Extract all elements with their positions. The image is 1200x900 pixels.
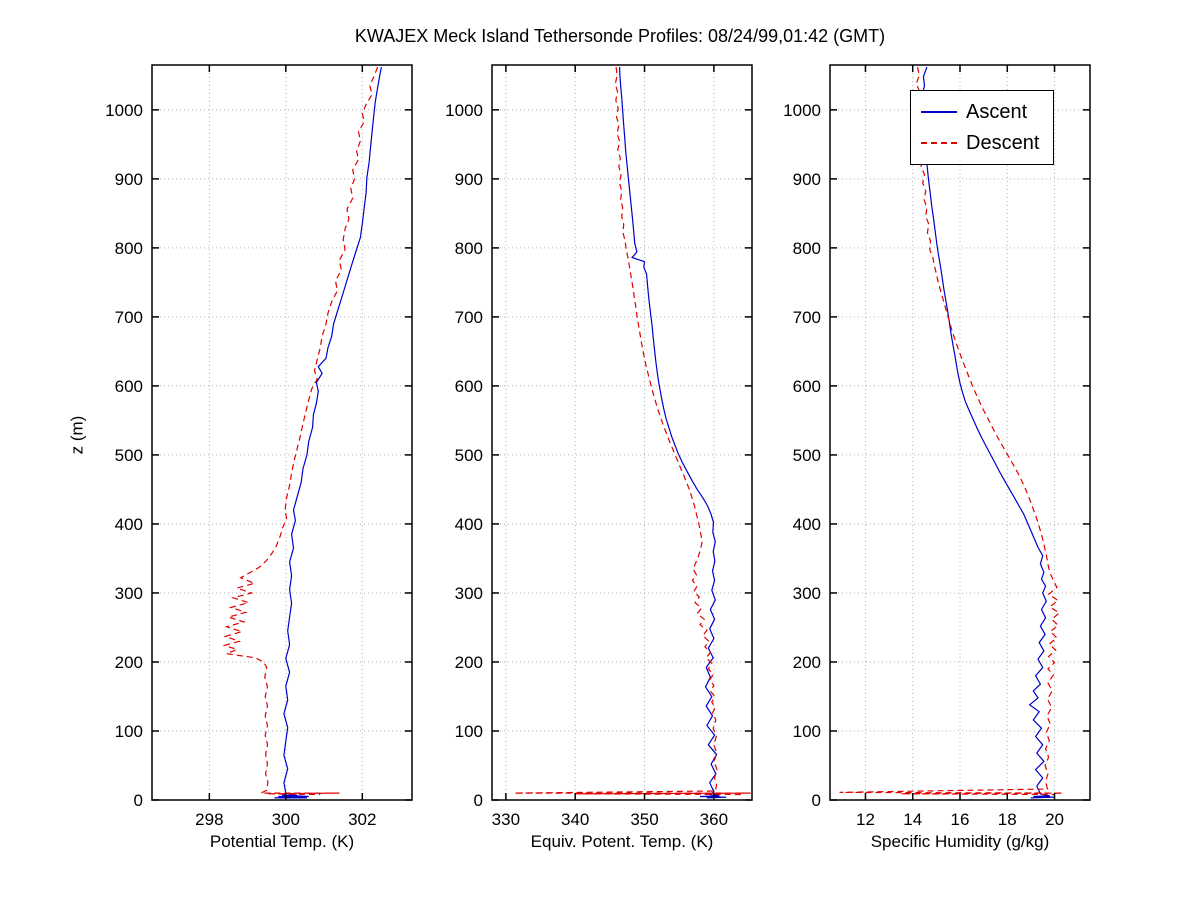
svg-text:500: 500 — [115, 446, 143, 465]
svg-text:1000: 1000 — [783, 101, 821, 120]
x-axis-label-specific-humidity: Specific Humidity (g/kg) — [870, 832, 1050, 851]
svg-text:0: 0 — [812, 791, 821, 810]
svg-text:400: 400 — [793, 515, 821, 534]
svg-text:700: 700 — [793, 308, 821, 327]
svg-text:16: 16 — [951, 810, 970, 829]
svg-text:400: 400 — [115, 515, 143, 534]
svg-text:300: 300 — [793, 584, 821, 603]
svg-text:900: 900 — [793, 170, 821, 189]
legend: Ascent Descent — [910, 90, 1055, 165]
figure-title: KWAJEX Meck Island Tethersonde Profiles:… — [354, 26, 886, 46]
svg-text:298: 298 — [195, 810, 223, 829]
x-axis-label-potential-temp: Potential Temp. (K) — [209, 832, 355, 851]
svg-text:800: 800 — [455, 239, 483, 258]
svg-text:360: 360 — [700, 810, 728, 829]
svg-text:500: 500 — [455, 446, 483, 465]
legend-label-ascent: Ascent — [966, 101, 1028, 123]
svg-text:900: 900 — [115, 170, 143, 189]
svg-text:20: 20 — [1045, 810, 1064, 829]
series-ascent-panel-3 — [921, 66, 1055, 799]
series-ascent-panel-1 — [274, 66, 382, 799]
svg-text:600: 600 — [793, 377, 821, 396]
svg-text:600: 600 — [115, 377, 143, 396]
svg-text:800: 800 — [793, 239, 821, 258]
svg-text:350: 350 — [630, 810, 658, 829]
svg-text:400: 400 — [455, 515, 483, 534]
svg-text:700: 700 — [115, 308, 143, 327]
svg-text:300: 300 — [455, 584, 483, 603]
svg-text:100: 100 — [793, 722, 821, 741]
svg-text:300: 300 — [115, 584, 143, 603]
svg-text:200: 200 — [455, 653, 483, 672]
svg-text:700: 700 — [455, 308, 483, 327]
svg-text:100: 100 — [455, 722, 483, 741]
series-descent-panel-3 — [839, 66, 1063, 796]
axes-box-panel-2 — [491, 64, 753, 801]
svg-text:500: 500 — [793, 446, 821, 465]
svg-text:900: 900 — [455, 170, 483, 189]
svg-text:0: 0 — [134, 791, 143, 810]
svg-text:600: 600 — [455, 377, 483, 396]
legend-sample-descent-line — [921, 142, 957, 144]
svg-text:0: 0 — [474, 791, 483, 810]
svg-text:200: 200 — [793, 653, 821, 672]
svg-text:100: 100 — [115, 722, 143, 741]
svg-text:14: 14 — [903, 810, 922, 829]
svg-text:800: 800 — [115, 239, 143, 258]
series-descent-panel-2 — [514, 67, 751, 796]
legend-entry-ascent: Ascent — [921, 100, 1039, 124]
x-axis-label-equiv-potent-temp: Equiv. Potent. Temp. (K) — [530, 832, 714, 851]
svg-text:1000: 1000 — [105, 101, 143, 120]
legend-sample-ascent-line — [921, 111, 957, 113]
svg-text:330: 330 — [492, 810, 520, 829]
series-descent-panel-1 — [222, 66, 379, 796]
legend-entry-descent: Descent — [921, 131, 1039, 155]
svg-text:340: 340 — [561, 810, 589, 829]
svg-text:18: 18 — [998, 810, 1017, 829]
svg-text:300: 300 — [272, 810, 300, 829]
svg-text:1000: 1000 — [445, 101, 483, 120]
svg-text:200: 200 — [115, 653, 143, 672]
axes-box-panel-1 — [151, 64, 413, 801]
svg-text:302: 302 — [348, 810, 376, 829]
legend-label-descent: Descent — [966, 132, 1040, 154]
series-ascent-panel-2 — [619, 67, 727, 799]
svg-text:12: 12 — [856, 810, 875, 829]
